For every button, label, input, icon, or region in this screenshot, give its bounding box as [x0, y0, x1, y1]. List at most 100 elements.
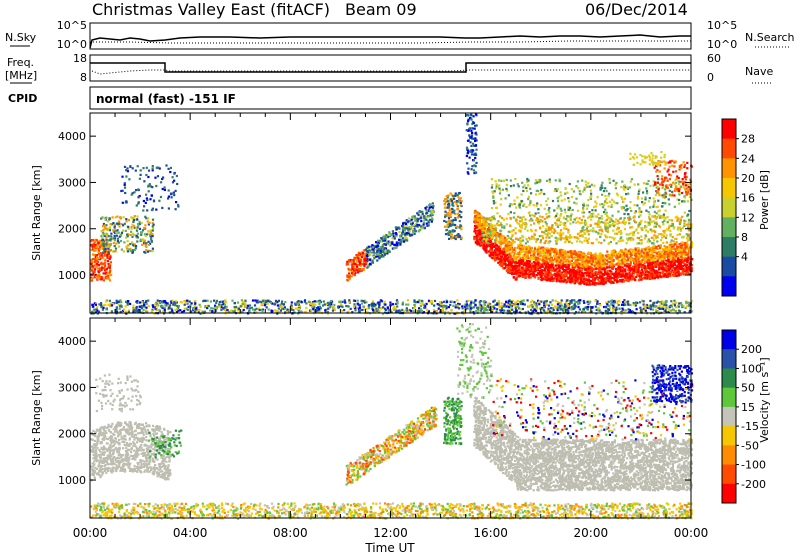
range-cell	[496, 301, 499, 305]
range-cell	[101, 251, 105, 254]
range-cell	[189, 304, 192, 307]
range-cell	[393, 237, 396, 240]
range-cell	[624, 300, 627, 304]
range-cell	[347, 267, 350, 270]
range-cell	[401, 303, 404, 306]
range-cell	[167, 195, 170, 198]
range-cell	[264, 304, 267, 307]
range-cell	[456, 304, 459, 307]
range-cell	[108, 226, 111, 229]
range-cell	[470, 300, 473, 303]
range-cell	[469, 303, 472, 306]
range-cell	[419, 305, 422, 308]
range-cell	[594, 299, 597, 302]
range-cell	[668, 305, 671, 308]
range-cell	[107, 266, 110, 269]
range-cell	[445, 220, 448, 223]
range-cell	[202, 300, 205, 303]
range-cell	[93, 260, 96, 264]
range-cell	[422, 221, 426, 224]
range-cell	[647, 246, 650, 249]
range-cell	[195, 307, 198, 310]
range-cell	[376, 239, 379, 242]
range-cell	[117, 303, 120, 306]
range-cell	[179, 309, 182, 312]
range-cell	[125, 312, 128, 315]
range-cell	[331, 305, 334, 308]
range-cell	[194, 299, 197, 303]
range-cell	[516, 300, 519, 303]
range-cell	[649, 308, 652, 311]
range-cell	[126, 303, 129, 307]
range-cell	[447, 212, 450, 215]
range-cell	[92, 272, 95, 275]
range-cell	[123, 308, 126, 311]
range-cell	[372, 251, 375, 254]
range-cell	[207, 304, 210, 307]
range-cell	[353, 274, 356, 277]
range-cell	[445, 195, 448, 198]
range-cell	[151, 167, 154, 170]
range-cell	[137, 202, 140, 205]
range-cell	[108, 266, 111, 269]
range-cell	[121, 189, 124, 192]
range-cell	[341, 300, 344, 303]
range-cell	[606, 270, 609, 273]
range-cell	[627, 303, 630, 306]
range-cell	[474, 209, 477, 213]
range-cell	[318, 302, 321, 306]
range-cell	[538, 249, 541, 252]
range-cell	[147, 185, 150, 188]
range-cell	[455, 312, 458, 315]
range-cell	[468, 304, 471, 307]
range-cell	[466, 162, 469, 165]
range-cell	[433, 304, 436, 307]
range-cell	[469, 141, 472, 144]
range-cell	[543, 309, 546, 312]
range-cell	[151, 308, 154, 311]
range-cell	[500, 305, 503, 308]
range-cell	[102, 238, 105, 241]
range-cell	[246, 304, 249, 307]
range-cell	[121, 229, 125, 232]
range-cell	[469, 309, 472, 312]
range-cell	[616, 300, 619, 303]
range-cell	[622, 308, 625, 312]
range-cell	[279, 309, 282, 312]
range-cell	[340, 303, 343, 306]
range-cell	[401, 230, 404, 233]
range-cell	[445, 198, 448, 201]
range-cell	[454, 237, 457, 241]
range-cell	[138, 177, 141, 180]
range-cell	[163, 188, 166, 191]
range-cell	[556, 303, 559, 306]
range-cell	[368, 258, 372, 261]
range-cell	[204, 306, 207, 309]
range-cell	[90, 262, 93, 265]
range-cell	[125, 300, 128, 303]
range-cell	[378, 255, 382, 258]
range-cell	[365, 307, 368, 311]
range-cell	[118, 305, 122, 308]
range-cell	[517, 244, 520, 247]
range-cell	[472, 121, 475, 124]
range-cell	[177, 309, 180, 312]
range-cell	[93, 270, 96, 273]
range-cell	[241, 310, 244, 313]
range-cell	[94, 253, 97, 257]
range-cell	[564, 301, 568, 304]
range-cell	[356, 260, 359, 263]
range-cell	[99, 252, 103, 255]
range-cell	[579, 299, 582, 302]
range-cell	[385, 234, 388, 237]
range-cell	[104, 272, 107, 275]
range-cell	[179, 300, 182, 304]
range-cell	[651, 308, 654, 311]
range-cell	[324, 311, 327, 314]
range-cell	[155, 304, 159, 307]
range-cell	[376, 251, 379, 254]
range-cell	[466, 114, 469, 117]
range-cell	[341, 309, 344, 312]
range-cell	[690, 310, 693, 313]
range-cell	[459, 201, 462, 204]
